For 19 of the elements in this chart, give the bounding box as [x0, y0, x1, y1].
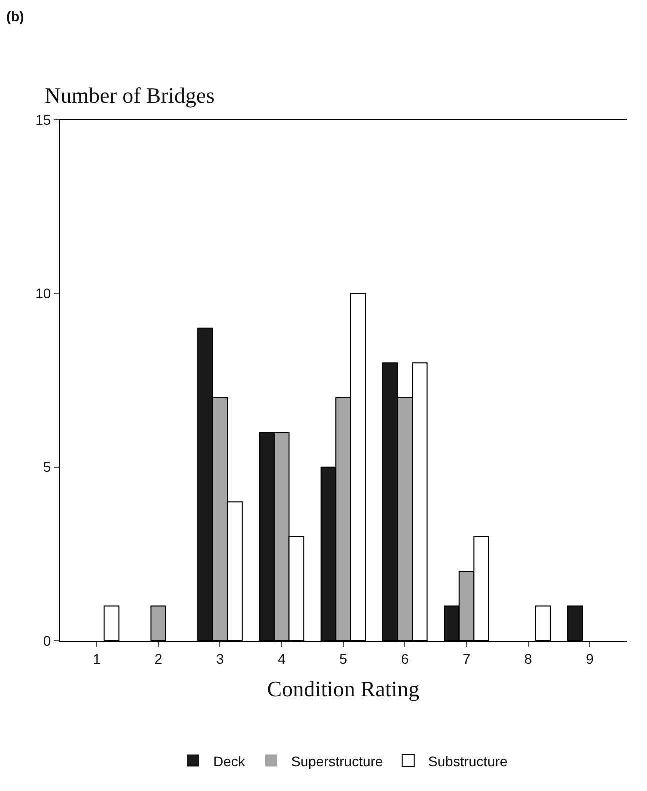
legend-label: Substructure — [428, 753, 508, 770]
x-tick-label: 8 — [524, 650, 532, 667]
y-axis-title: Number of Bridges — [45, 83, 215, 108]
y-tick-label: 0 — [43, 632, 52, 649]
x-tick-label: 1 — [93, 650, 102, 667]
y-tick-label: 15 — [36, 112, 52, 128]
x-tick-label: 5 — [340, 650, 348, 667]
chart-title: (b) — [6, 8, 24, 25]
x-tick-label: 4 — [278, 650, 286, 667]
x-tick-label: 3 — [216, 650, 224, 667]
x-tick-label: 2 — [154, 650, 163, 667]
x-tick-label: 7 — [462, 650, 471, 667]
y-tick-label: 10 — [36, 286, 52, 302]
legend-label: Deck — [214, 753, 246, 770]
y-tick-label: 5 — [43, 459, 52, 476]
x-tick-label: 9 — [586, 650, 594, 667]
x-tick-label: 6 — [401, 650, 410, 667]
x-axis-title: Condition Rating — [267, 676, 420, 702]
legend-label: Superstructure — [291, 753, 384, 770]
